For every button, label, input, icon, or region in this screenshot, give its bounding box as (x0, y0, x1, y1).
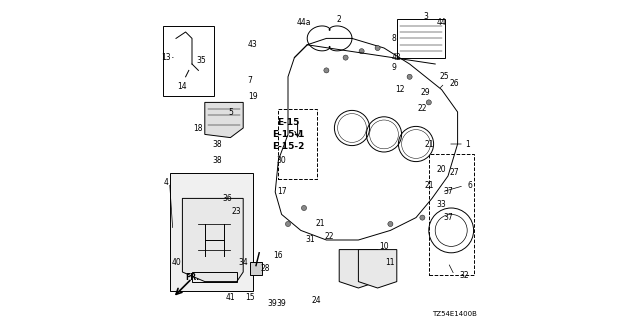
Circle shape (388, 221, 393, 227)
Text: 8: 8 (391, 34, 396, 43)
Circle shape (285, 221, 291, 227)
Text: 13: 13 (161, 53, 172, 62)
Text: 34: 34 (238, 258, 248, 267)
Bar (170, 173, 253, 291)
Circle shape (324, 68, 329, 73)
Text: 36: 36 (222, 194, 232, 203)
Text: 23: 23 (232, 207, 242, 216)
Bar (250, 262, 262, 275)
Text: 26: 26 (449, 79, 460, 88)
Text: 3: 3 (423, 12, 428, 20)
Text: 21: 21 (316, 220, 324, 228)
Text: 19: 19 (248, 92, 258, 100)
Text: 44: 44 (436, 18, 447, 27)
Text: 29: 29 (420, 88, 431, 97)
Text: 9: 9 (391, 63, 396, 72)
Bar (429, 154, 474, 275)
Text: 35: 35 (196, 56, 207, 65)
Text: 42: 42 (392, 53, 402, 62)
Text: 44a: 44a (297, 18, 311, 27)
Text: 32: 32 (459, 271, 469, 280)
Text: 38: 38 (212, 140, 223, 148)
Text: 22: 22 (418, 104, 427, 113)
Text: 37: 37 (443, 213, 453, 222)
Text: 11: 11 (386, 258, 395, 267)
Text: 24: 24 (312, 296, 322, 305)
Text: 21: 21 (424, 140, 433, 148)
Text: 20: 20 (436, 165, 447, 174)
Text: 22: 22 (325, 232, 334, 241)
Polygon shape (358, 250, 397, 288)
Circle shape (343, 55, 348, 60)
Text: 21: 21 (424, 181, 433, 190)
Circle shape (301, 205, 307, 211)
Text: 14: 14 (177, 82, 188, 91)
Text: 27: 27 (449, 168, 460, 177)
Text: 40: 40 (171, 258, 181, 267)
Bar (278, 109, 317, 179)
Text: E-15
E-15-1
E-15-2: E-15 E-15-1 E-15-2 (272, 118, 304, 151)
Text: 39: 39 (276, 300, 287, 308)
Text: 31: 31 (305, 236, 316, 244)
Text: 15: 15 (244, 293, 255, 302)
Text: 12: 12 (396, 85, 404, 94)
Text: 4: 4 (164, 178, 169, 187)
Text: 38: 38 (212, 156, 223, 164)
Text: 18: 18 (194, 124, 203, 132)
Text: 41: 41 (225, 293, 236, 302)
Text: 6: 6 (468, 181, 473, 190)
Circle shape (420, 215, 425, 220)
Text: 37: 37 (443, 188, 453, 196)
Text: 10: 10 (379, 242, 389, 251)
Text: 7: 7 (247, 76, 252, 84)
Circle shape (426, 100, 431, 105)
Text: 39: 39 (267, 300, 277, 308)
Text: 1: 1 (465, 140, 470, 148)
Polygon shape (182, 198, 243, 282)
Text: TZ54E1400B: TZ54E1400B (432, 311, 477, 317)
Text: 17: 17 (276, 188, 287, 196)
Text: 28: 28 (261, 264, 270, 273)
Circle shape (375, 45, 380, 51)
Circle shape (359, 49, 364, 54)
Polygon shape (339, 250, 378, 288)
Text: 16: 16 (273, 252, 284, 260)
Text: 33: 33 (436, 200, 447, 209)
Bar (397, 19, 445, 58)
Text: 2: 2 (337, 15, 342, 24)
Text: 30: 30 (276, 156, 287, 164)
Text: FR.: FR. (186, 273, 200, 282)
Polygon shape (205, 102, 243, 138)
Text: 5: 5 (228, 108, 233, 116)
Text: 43: 43 (248, 40, 258, 49)
Bar (163, 26, 214, 96)
Text: 25: 25 (440, 72, 450, 81)
Circle shape (407, 74, 412, 79)
